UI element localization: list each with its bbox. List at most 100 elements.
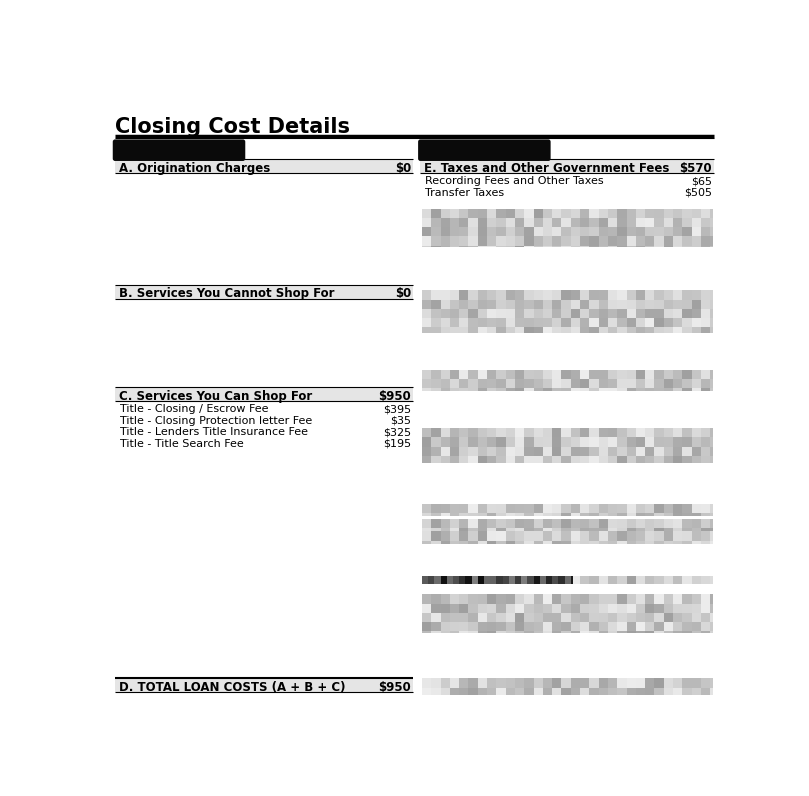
Bar [673,437,682,447]
Bar [534,529,543,532]
Bar [692,595,701,603]
Bar [710,388,713,391]
Bar [534,388,543,391]
Bar [487,513,497,516]
Text: Title - Lenders Title Insurance Fee: Title - Lenders Title Insurance Fee [120,427,307,437]
Bar [692,532,701,540]
Bar [692,236,701,246]
Bar [701,428,710,437]
Bar [524,388,534,391]
Bar [561,576,571,583]
Bar [571,532,580,540]
Bar [627,309,636,318]
Bar [441,309,450,318]
Bar [663,209,673,218]
Bar [543,209,553,218]
Bar [441,388,450,391]
Bar [599,504,608,513]
Bar [431,327,441,333]
Bar [673,678,682,688]
Bar [506,379,515,388]
Bar [506,327,515,333]
Bar [599,309,608,318]
Bar [534,622,543,631]
Bar [487,595,497,603]
Bar [543,595,553,603]
Bar [524,291,534,299]
Bar [692,519,701,529]
Bar [543,688,553,696]
Bar [710,529,713,532]
Bar [682,379,692,388]
Bar [441,379,450,388]
Bar [497,246,506,248]
Bar [636,532,645,540]
Bar [487,622,497,631]
Bar [521,576,527,583]
Bar [524,532,534,540]
Bar [599,529,608,532]
Bar [692,428,701,437]
Bar [524,447,534,456]
Bar [497,227,506,236]
Bar [627,504,636,513]
Bar [422,236,431,246]
Bar [654,631,663,633]
Bar [654,246,663,248]
Bar [561,209,571,218]
Bar [645,227,654,236]
Bar [701,613,710,622]
Bar [561,688,571,696]
Bar [431,595,441,603]
Bar [636,447,645,456]
Bar [515,246,524,248]
Bar [673,291,682,299]
Bar [543,678,553,688]
Bar [553,576,558,583]
Bar [431,678,441,688]
Bar [497,622,506,631]
Text: $395: $395 [383,404,411,414]
Bar [710,595,713,603]
Bar [553,576,561,583]
Bar [645,603,654,613]
Bar [487,532,497,540]
Bar [543,603,553,613]
Bar [663,369,673,379]
Bar [645,504,654,513]
Bar [524,513,534,516]
Bar [506,688,515,696]
Bar [460,456,468,462]
Bar [478,209,487,218]
Bar [710,236,713,246]
Bar [431,447,441,456]
Bar [710,437,713,447]
Bar [608,246,617,248]
Bar [673,246,682,248]
Bar [478,369,487,379]
Bar [599,613,608,622]
Bar [571,678,580,688]
Bar [478,299,487,309]
Bar [441,603,450,613]
Bar [654,227,663,236]
Bar [524,519,534,529]
Bar [487,456,497,462]
Bar [617,513,627,516]
Bar [701,327,710,333]
Bar [422,227,431,236]
Bar [422,613,431,622]
Bar [468,688,478,696]
Bar [636,388,645,391]
Bar [524,379,534,388]
Bar [590,519,599,529]
Bar [692,529,701,532]
Bar [534,291,543,299]
Bar [636,428,645,437]
Bar [608,209,617,218]
Bar [645,291,654,299]
Bar [431,369,441,379]
Bar [663,299,673,309]
Bar [431,388,441,391]
Text: Other Costs: Other Costs [426,145,505,158]
